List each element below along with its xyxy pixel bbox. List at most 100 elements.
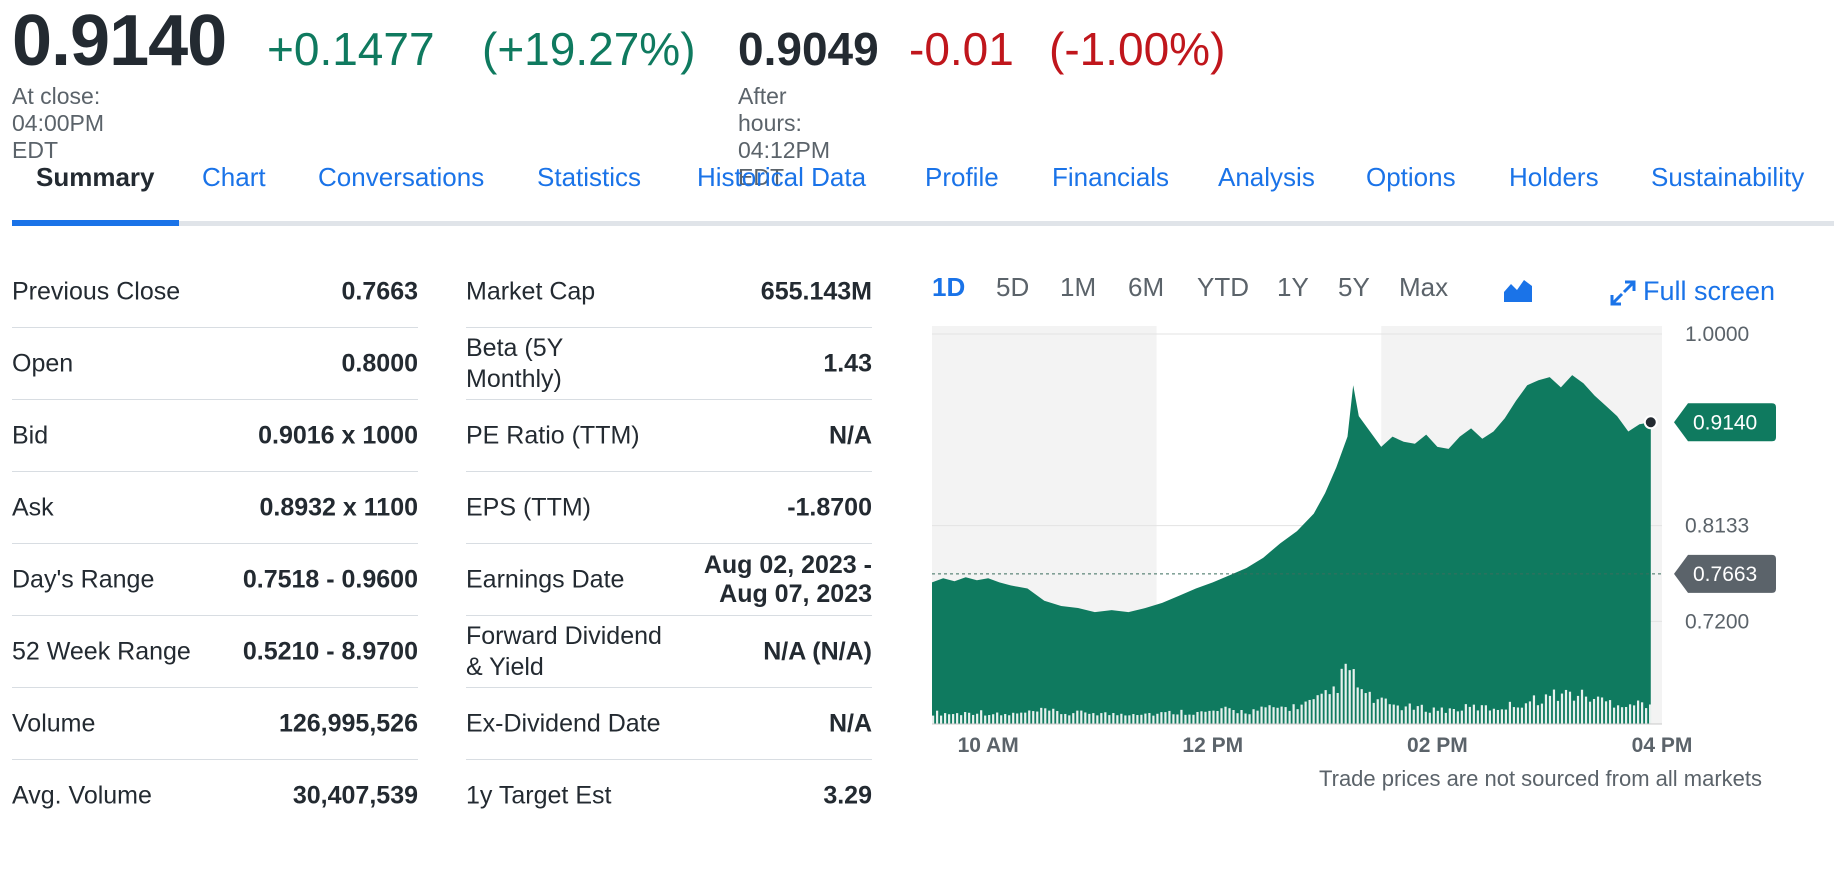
volume-bar — [960, 715, 963, 724]
table-row: Day's Range 0.7518 - 0.9600 — [12, 544, 418, 616]
stat-label: Day's Range — [12, 565, 155, 593]
volume-bar — [1649, 704, 1652, 724]
full-screen-label: Full screen — [1643, 276, 1776, 306]
volume-bar — [1076, 710, 1079, 724]
volume-bar — [1280, 706, 1283, 724]
table-row: Beta (5Y Monthly) 1.43 — [466, 328, 872, 400]
quote-nav-tabs: Summary Chart Conversations Statistics H… — [12, 150, 1834, 226]
volume-bar — [1304, 701, 1307, 724]
range-1y[interactable]: 1Y — [1277, 272, 1309, 302]
stat-label: Avg. Volume — [12, 781, 152, 810]
volume-bar — [1636, 700, 1640, 724]
volume-bar — [1152, 715, 1155, 724]
volume-bar — [1468, 706, 1471, 724]
range-5y[interactable]: 5Y — [1338, 272, 1370, 302]
tab-statistics[interactable]: Statistics — [537, 162, 642, 192]
volume-bar — [1372, 702, 1375, 724]
range-1m[interactable]: 1M — [1060, 272, 1097, 302]
volume-bar — [1268, 705, 1271, 724]
stat-value: 0.5210 - 8.9700 — [242, 637, 418, 665]
volume-bar — [1228, 708, 1231, 724]
volume-bar — [1476, 710, 1479, 724]
table-row: EPS (TTM) -1.8700 — [466, 472, 872, 544]
volume-bar — [1100, 713, 1103, 724]
volume-bar — [1108, 715, 1111, 724]
volume-bar — [1168, 710, 1171, 724]
volume-bar — [1500, 709, 1504, 724]
intraday-price-chart[interactable]: 10 AM 12 PM 02 PM 04 PM 1.00000.81330.7200 … — [930, 320, 1834, 790]
range-1d[interactable]: 1D — [932, 272, 966, 302]
range-ytd[interactable]: YTD — [1197, 272, 1249, 302]
stat-label: Ex-Dividend Date — [466, 709, 661, 737]
stat-value: 3.29 — [823, 781, 872, 810]
volume-bar — [1560, 693, 1564, 724]
volume-bar — [1360, 689, 1363, 724]
volume-bar — [1032, 711, 1035, 724]
volume-bar — [1336, 692, 1339, 724]
tab-holders[interactable]: Holders — [1509, 162, 1599, 192]
volume-bar — [956, 713, 959, 724]
volume-bar — [1020, 712, 1023, 724]
tab-sustainability[interactable]: Sustainability — [1651, 162, 1805, 192]
volume-bar — [1204, 711, 1207, 724]
volume-bar — [1496, 709, 1499, 724]
area-chart-icon[interactable] — [1502, 272, 1534, 304]
previous-close-badge-shape — [1674, 554, 1776, 593]
volume-bar — [972, 714, 975, 724]
volume-bar — [1452, 709, 1455, 724]
tab-conversations[interactable]: Conversations — [318, 162, 485, 192]
stat-value: 30,407,539 — [292, 781, 418, 810]
volume-bar — [1620, 707, 1624, 724]
volume-bar — [1036, 711, 1039, 724]
after-hours-change-percent: (-1.00%) — [1049, 23, 1226, 75]
stat-label: Volume — [12, 709, 96, 737]
stat-value: 0.8932 x 1100 — [259, 493, 419, 521]
stat-label: Previous Close — [12, 277, 181, 305]
range-max[interactable]: Max — [1399, 272, 1449, 302]
stat-label: Ask — [12, 493, 54, 521]
stat-value: N/A — [828, 421, 872, 449]
volume-bar — [980, 710, 983, 724]
volume-bar — [1120, 713, 1123, 724]
table-row: Volume 126,995,526 — [12, 688, 418, 760]
table-row: Previous Close 0.7663 — [12, 256, 418, 328]
volume-bar — [1136, 715, 1139, 724]
volume-bar — [1508, 701, 1512, 724]
tab-historical-data[interactable]: Historical Data — [697, 162, 867, 192]
tab-profile[interactable]: Profile — [925, 162, 999, 192]
volume-bar — [1640, 702, 1644, 724]
stat-label: Market Cap — [466, 277, 596, 305]
volume-bar — [1084, 712, 1087, 724]
volume-bar — [1348, 670, 1351, 724]
tab-options[interactable]: Options — [1366, 162, 1456, 192]
volume-bar — [1112, 713, 1115, 724]
volume-bar — [1116, 715, 1119, 724]
volume-bar — [1252, 709, 1255, 724]
tab-summary[interactable]: Summary — [36, 162, 155, 192]
volume-bar — [1544, 694, 1548, 724]
volume-bar — [1288, 710, 1291, 724]
range-5d[interactable]: 5D — [996, 272, 1030, 302]
volume-bar — [1540, 703, 1544, 724]
tab-analysis[interactable]: Analysis — [1218, 162, 1315, 192]
volume-bar — [1568, 691, 1572, 724]
tab-financials[interactable]: Financials — [1052, 162, 1170, 192]
volume-bar — [1464, 704, 1467, 724]
range-6m[interactable]: 6M — [1128, 272, 1165, 302]
volume-bar — [1552, 689, 1556, 724]
volume-bar — [1064, 713, 1067, 724]
volume-bar — [1072, 713, 1075, 724]
volume-bar — [1392, 704, 1395, 724]
volume-bar — [1536, 705, 1540, 724]
volume-bar — [1480, 705, 1483, 724]
volume-bar — [1240, 709, 1243, 724]
volume-bar — [1344, 663, 1347, 724]
tab-chart[interactable]: Chart — [202, 162, 266, 192]
volume-bar — [968, 712, 971, 724]
volume-bar — [1592, 698, 1596, 724]
volume-bar — [1584, 696, 1588, 724]
volume-bar — [1156, 713, 1159, 724]
table-row: Ex-Dividend Date N/A — [466, 688, 872, 760]
volume-bar — [1296, 709, 1299, 724]
volume-bar — [1200, 711, 1203, 724]
